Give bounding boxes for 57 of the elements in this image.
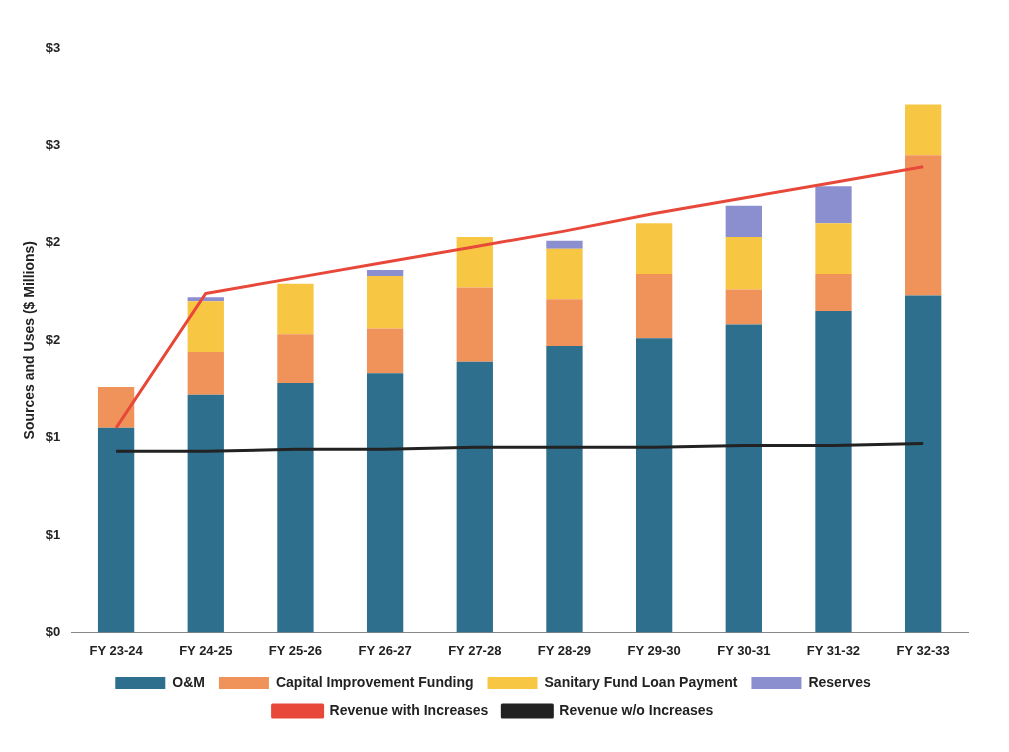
x-tick-label: FY 30-31	[717, 642, 771, 658]
y-tick-label: $0	[45, 623, 61, 639]
bar	[815, 223, 852, 274]
legend-label: Reserves	[808, 673, 871, 690]
x-tick-label: FY 31-32	[806, 642, 861, 658]
bar	[546, 299, 583, 347]
bar	[815, 273, 852, 311]
x-tick-label: FY 26-27	[358, 642, 412, 658]
bar	[725, 289, 762, 325]
bar	[815, 310, 852, 633]
bar	[366, 275, 404, 329]
bar	[905, 104, 942, 156]
x-tick-label: FY 29-30	[627, 642, 681, 658]
bar	[456, 236, 493, 288]
bar	[635, 273, 673, 339]
bar	[97, 427, 135, 633]
y-tick-label: $3	[45, 136, 61, 152]
bar	[366, 373, 404, 633]
bar	[366, 328, 404, 374]
y-tick-label: $3	[45, 39, 61, 55]
legend-label: Revenue with Increases	[329, 701, 489, 718]
bar	[635, 223, 673, 274]
bar	[187, 351, 224, 395]
x-tick-label: FY 32-33	[896, 642, 950, 658]
bar	[277, 334, 314, 384]
y-tick-label: $1	[45, 429, 61, 445]
bar	[277, 283, 314, 335]
x-tick-label: FY 27-28	[448, 642, 502, 658]
bar	[366, 270, 404, 276]
legend-label: Capital Improvement Funding	[275, 673, 474, 690]
y-tick-label: $2	[45, 331, 61, 347]
y-tick-label: $2	[45, 234, 61, 250]
bar	[725, 236, 762, 290]
bar	[546, 248, 583, 300]
bar	[725, 205, 762, 237]
bar	[635, 338, 673, 633]
legend-label: Revenue w/o Increases	[559, 701, 714, 718]
bar	[456, 287, 493, 362]
legend-label: Sanitary Fund Loan Payment	[544, 673, 738, 690]
y-tick-label: $1	[45, 526, 61, 542]
bar	[546, 346, 583, 633]
bar	[905, 155, 942, 296]
x-tick-label: FY 23-24	[89, 642, 144, 658]
y-axis-title: Sources and Uses ($ Millions)	[21, 241, 38, 440]
bar	[456, 361, 493, 633]
x-tick-label: FY 28-29	[537, 642, 592, 658]
legend-label: O&M	[172, 673, 205, 690]
bar	[815, 186, 852, 224]
x-tick-label: FY 25-26	[268, 642, 323, 658]
bar	[725, 324, 762, 633]
bar	[905, 295, 942, 633]
x-tick-label: FY 24-25	[179, 642, 233, 658]
bar	[546, 240, 583, 249]
bar	[277, 383, 314, 633]
bar	[187, 301, 224, 352]
bar	[97, 386, 135, 428]
bar	[187, 394, 224, 633]
